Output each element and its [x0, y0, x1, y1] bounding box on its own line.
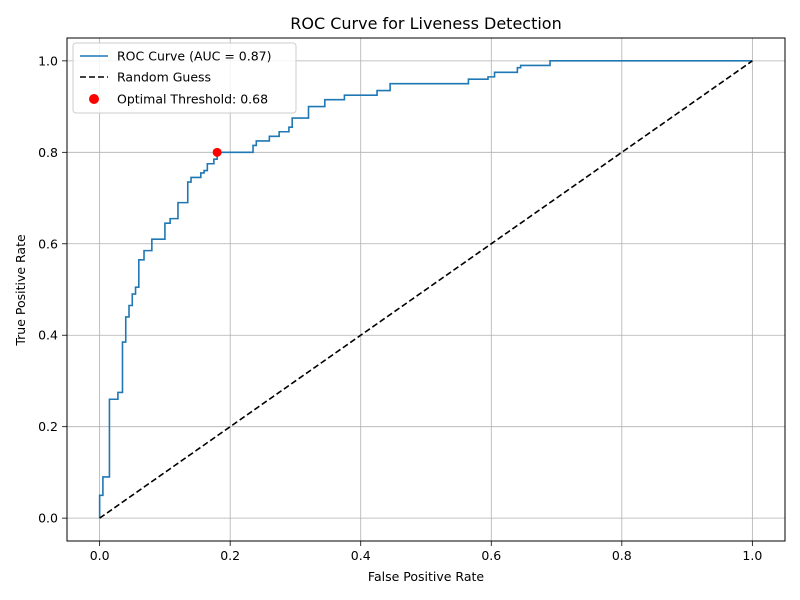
x-tick-label: 1.0: [742, 548, 762, 563]
y-tick-label: 0.4: [38, 328, 58, 343]
random-guess-line: [99, 60, 753, 519]
x-tick-label: 0.6: [481, 548, 501, 563]
grid: [67, 38, 785, 541]
x-tick-label: 0.8: [612, 548, 632, 563]
roc-curve-line: [98, 60, 753, 519]
x-tick-label: 0.2: [220, 548, 240, 563]
y-tick-label: 0.6: [38, 236, 58, 251]
plot-frame: [66, 37, 786, 542]
x-axis-label: False Positive Rate: [368, 569, 484, 584]
ticks: 0.0 0.2 0.4 0.6 0.8 1.0 0.0 0.2 0.4 0.6 0.8 1.0: [38, 53, 762, 563]
y-axis-label: True Positive Rate: [13, 234, 28, 347]
legend-optimal-label: Optimal Threshold: 0.68: [117, 92, 268, 107]
x-tick-label: 0.4: [351, 548, 371, 563]
series: [98, 60, 753, 519]
legend-optimal-swatch: [89, 94, 99, 104]
legend-roc-label: ROC Curve (AUC = 0.87): [117, 49, 272, 64]
y-tick-label: 0.0: [38, 511, 58, 526]
optimal-threshold-point: [212, 147, 222, 157]
legend-random-label: Random Guess: [117, 70, 211, 85]
legend-box: [72, 42, 297, 114]
x-tick-label: 0.0: [90, 548, 110, 563]
y-tick-label: 0.2: [38, 419, 58, 434]
chart-title: ROC Curve for Liveness Detection: [290, 14, 561, 33]
legend: ROC Curve (AUC = 0.87) Random Guess Opti…: [72, 42, 297, 114]
y-tick-label: 1.0: [38, 53, 58, 68]
y-tick-label: 0.8: [38, 145, 58, 160]
